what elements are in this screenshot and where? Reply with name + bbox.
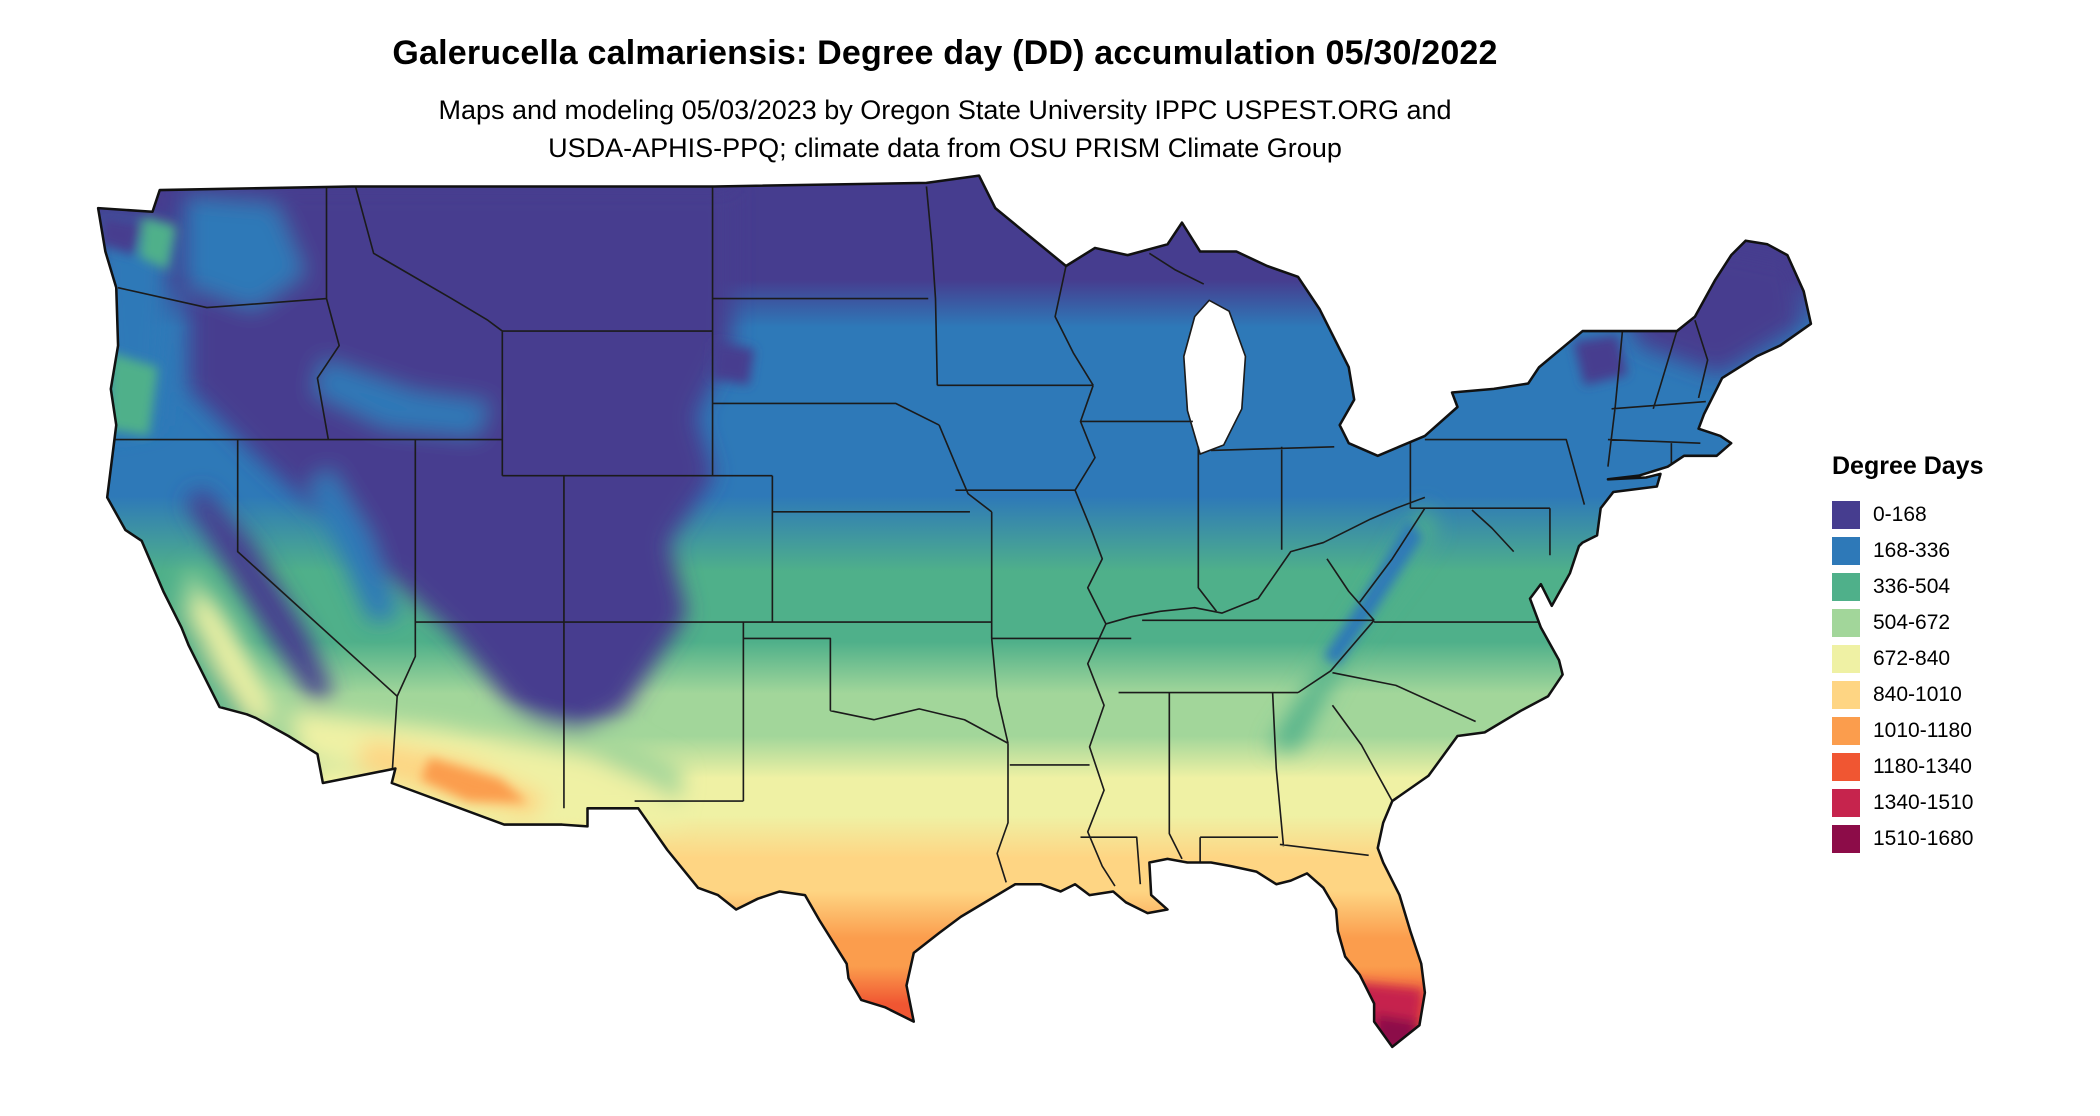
- legend-row: 1340-1510: [1832, 785, 1983, 821]
- legend-color-swatch: [1832, 573, 1860, 601]
- legend-bin-label: 672-840: [1873, 647, 1951, 670]
- olympic-purple: [98, 215, 142, 256]
- legend: Degree Days 0-168 168-336 336-504 504-67…: [1832, 452, 1983, 857]
- phoenix-orange: [420, 757, 528, 803]
- us-degree-day-map: [80, 172, 1820, 1112]
- legend-color-swatch: [1832, 789, 1860, 817]
- legend-bin-label: 840-1010: [1873, 683, 1962, 706]
- lake-michigan: [1182, 299, 1247, 456]
- nevada-basin-blue: [308, 468, 399, 623]
- appalachian-blue-thread: [1323, 519, 1424, 666]
- legend-row: 1510-1680: [1832, 821, 1983, 857]
- legend-color-swatch: [1832, 645, 1860, 673]
- legend-row: 504-672: [1832, 605, 1983, 641]
- legend-row: 840-1010: [1832, 677, 1983, 713]
- map-shading: [98, 175, 1811, 1047]
- legend-row: 336-504: [1832, 569, 1983, 605]
- legend-bin-label: 504-672: [1873, 611, 1951, 634]
- legend-bin-label: 1510-1680: [1873, 827, 1974, 850]
- subtitle-line-2: USDA-APHIS-PPQ; climate data from OSU PR…: [548, 133, 1342, 163]
- legend-row: 1180-1340: [1832, 749, 1983, 785]
- legend-color-swatch: [1832, 537, 1860, 565]
- columbia-basin-blue: [185, 197, 305, 310]
- northern-new-england-purple: [1624, 247, 1802, 375]
- legend-row: 672-840: [1832, 641, 1983, 677]
- legend-items: 0-168 168-336 336-504 504-672 672-840 84…: [1832, 497, 1983, 857]
- valley-core-yellow: [190, 595, 274, 724]
- state-borders: [112, 186, 1709, 887]
- legend-color-swatch: [1832, 825, 1860, 853]
- legend-bin-label: 336-504: [1873, 575, 1951, 598]
- legend-bin-label: 1180-1340: [1873, 755, 1972, 778]
- us-outline: [96, 174, 1813, 1049]
- adirondack-purple: [1573, 334, 1628, 386]
- legend-bin-label: 1010-1180: [1873, 719, 1972, 742]
- legend-color-swatch: [1832, 681, 1860, 709]
- legend-color-swatch: [1832, 753, 1860, 781]
- rockies-purple-region: [188, 186, 733, 736]
- legend-bin-label: 168-336: [1873, 539, 1951, 562]
- south-desert-yellow: [290, 710, 679, 823]
- southwest-oregon-teal: [107, 352, 158, 436]
- page-subtitle: Maps and modeling 05/03/2023 by Oregon S…: [0, 91, 1890, 167]
- legend-color-swatch: [1832, 501, 1860, 529]
- map-header: Galerucella calmariensis: Degree day (DD…: [0, 34, 1890, 167]
- black-hills-purple: [710, 341, 755, 386]
- snake-plain-blue: [313, 360, 490, 436]
- legend-color-swatch: [1832, 717, 1860, 745]
- legend-row: 168-336: [1832, 533, 1983, 569]
- sierra-nevada-purple: [185, 488, 334, 700]
- legend-row: 1010-1180: [1832, 713, 1983, 749]
- legend-row: 0-168: [1832, 497, 1983, 533]
- legend-title: Degree Days: [1832, 452, 1984, 480]
- legend-bin-label: 0-168: [1873, 503, 1927, 526]
- legend-bin-label: 1340-1510: [1873, 791, 1974, 814]
- page-title: Galerucella calmariensis: Degree day (DD…: [392, 34, 1498, 72]
- subtitle-line-1: Maps and modeling 05/03/2023 by Oregon S…: [438, 95, 1452, 125]
- map-svg: [96, 174, 1813, 1049]
- puget-lowland-teal: [139, 217, 177, 270]
- legend-color-swatch: [1832, 609, 1860, 637]
